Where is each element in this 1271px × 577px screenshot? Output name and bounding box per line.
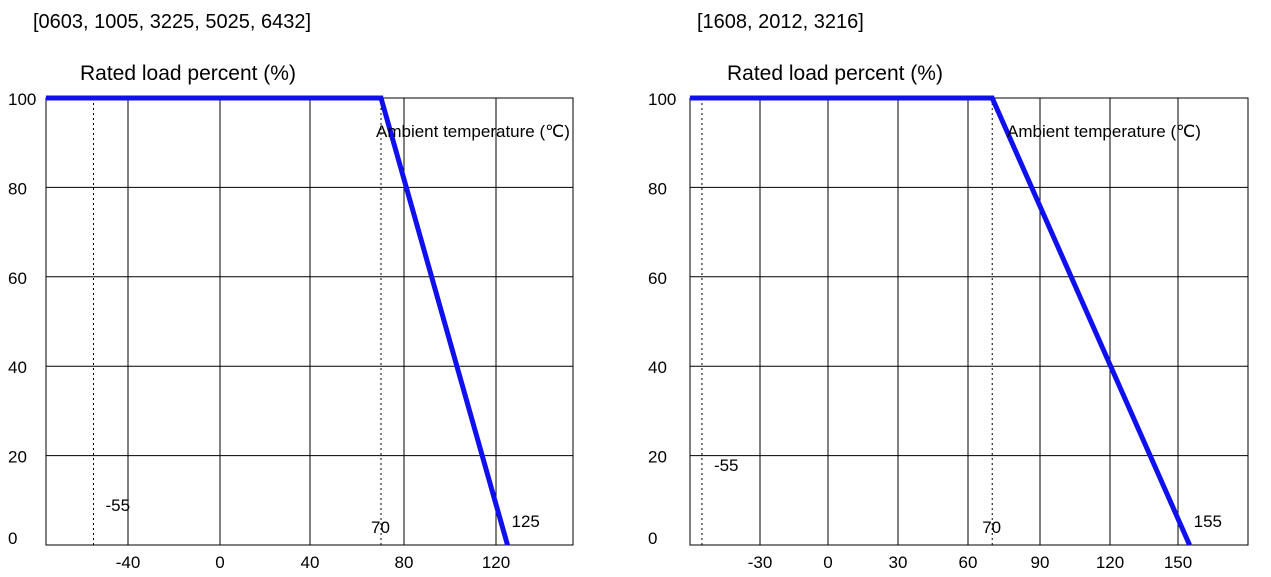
annotation-label: 70 [371, 518, 390, 537]
x-tick-label: 120 [1096, 553, 1124, 572]
y-tick-label: 0 [648, 529, 657, 548]
y-tick-label: 0 [8, 529, 17, 548]
y-tick-label: 60 [8, 269, 27, 288]
x-axis-label: Ambient temperature (℃) [1007, 122, 1201, 141]
chart-1: [0603, 1005, 3225, 5025, 6432] Rated load… [8, 11, 574, 572]
x-tick-label: 80 [395, 553, 414, 572]
annotation-label: 70 [982, 518, 1001, 537]
chart-title: [0603, 1005, 3225, 5025, 6432] [33, 11, 311, 33]
series-line [690, 95, 1192, 547]
y-tick-label: 60 [648, 269, 667, 288]
annotation-label: 125 [512, 512, 540, 531]
y-tick-label: 100 [8, 90, 36, 109]
x-axis-label: Ambient temperature (℃) [376, 122, 570, 141]
annotation-label: -55 [714, 456, 739, 475]
y-tick-label: 80 [648, 179, 667, 198]
annotation-label: 155 [1194, 512, 1222, 531]
y-tick-label: 20 [648, 448, 667, 467]
x-tick-label: -30 [748, 553, 773, 572]
x-tick-label: 60 [959, 553, 978, 572]
x-tick-label: 150 [1164, 553, 1192, 572]
series-line [46, 95, 510, 546]
y-tick-label: 40 [8, 358, 27, 377]
y-tick-label: 40 [648, 358, 667, 377]
x-tick-label: 40 [301, 553, 320, 572]
x-tick-label: 0 [823, 553, 832, 572]
plot-frame [689, 97, 1249, 546]
y-axis-label: Rated load percent (%) [80, 62, 296, 85]
x-tick-label: 90 [1031, 553, 1050, 572]
chart-2: [1608, 2012, 3216] Rated load percent (%)… [648, 11, 1249, 572]
x-tick-label: 0 [215, 553, 224, 572]
annotation-label: -55 [106, 496, 131, 515]
y-tick-label: 20 [8, 448, 27, 467]
x-tick-label: 120 [482, 553, 510, 572]
y-tick-label: 100 [648, 90, 676, 109]
y-axis-label: Rated load percent (%) [727, 62, 943, 85]
chart-title: [1608, 2012, 3216] [697, 11, 864, 33]
x-tick-label: -40 [116, 553, 141, 572]
y-tick-label: 80 [8, 179, 27, 198]
x-tick-label: 30 [889, 553, 908, 572]
